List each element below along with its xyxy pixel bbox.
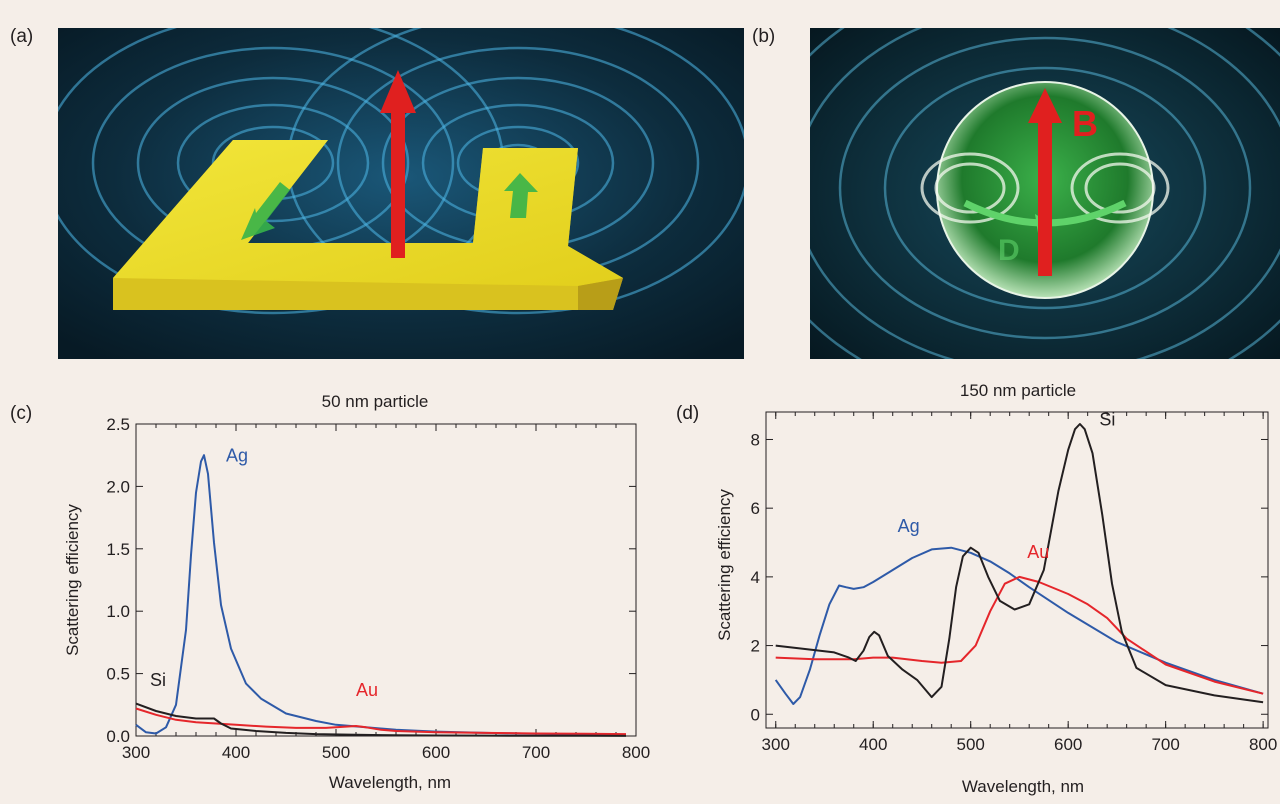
y-tick-label: 0.5 [106,665,130,684]
x-tick-label: 800 [622,743,650,762]
series-annotation-ag: Ag [898,516,920,536]
x-tick-label: 300 [122,743,150,762]
series-line-ag [135,454,627,736]
series-annotation-au: Au [1027,542,1049,562]
series-annotation-au: Au [356,680,378,700]
series-line-au [135,707,627,736]
x-tick-label: 500 [957,735,985,754]
magnetic-field-label: B [1072,103,1098,144]
split-ring-illustration [58,28,744,359]
x-tick-label: 500 [322,743,350,762]
series-line-ag [774,546,1264,705]
y-tick-label: 0.0 [106,727,130,746]
displacement-current-label: D [998,234,1020,267]
series-annotation-ag: Ag [226,445,248,465]
panel-label-b: (b) [752,26,776,47]
series-line-si [775,423,1264,704]
series-line-si [135,702,627,737]
sphere-magnetic-dipole-illustration: B D [810,28,1280,359]
y-tick-label: 2.0 [106,477,130,496]
series-annotation-si: Si [150,670,166,690]
x-tick-label: 400 [859,735,887,754]
y-tick-label: 2 [751,637,760,656]
panel-label-d: (d) [676,403,700,424]
y-tick-label: 0 [751,705,760,724]
x-axis-label: Wavelength, nm [329,773,451,792]
x-tick-label: 700 [1151,735,1179,754]
series-annotation-si: Si [1099,410,1115,430]
y-axis-label: Scattering efficiency [715,489,734,641]
y-tick-label: 1.5 [106,540,130,559]
panel-label-c: (c) [10,403,33,424]
panel-label-a: (a) [10,26,34,47]
x-tick-label: 300 [762,735,790,754]
plot-frame [765,411,1269,729]
series-line-au [775,575,1264,695]
x-axis-label: Wavelength, nm [962,777,1084,796]
y-tick-label: 4 [751,568,760,587]
y-tick-label: 2.5 [106,415,130,434]
chart-50nm-scattering: 50 nm particle 300 400 500 600 700 800 0.0 0.5 1… [63,392,650,792]
x-tick-label: 700 [522,743,550,762]
chart-title: 50 nm particle [322,392,429,411]
y-tick-label: 6 [751,499,760,518]
x-tick-label: 800 [1249,735,1277,754]
y-tick-label: 1.0 [106,602,130,621]
x-tick-label: 600 [422,743,450,762]
plot-frame [135,423,637,737]
x-tick-label: 600 [1054,735,1082,754]
y-tick-label: 8 [751,430,760,449]
y-axis-label: Scattering efficiency [63,504,82,656]
chart-title: 150 nm particle [960,381,1076,400]
x-tick-label: 400 [222,743,250,762]
